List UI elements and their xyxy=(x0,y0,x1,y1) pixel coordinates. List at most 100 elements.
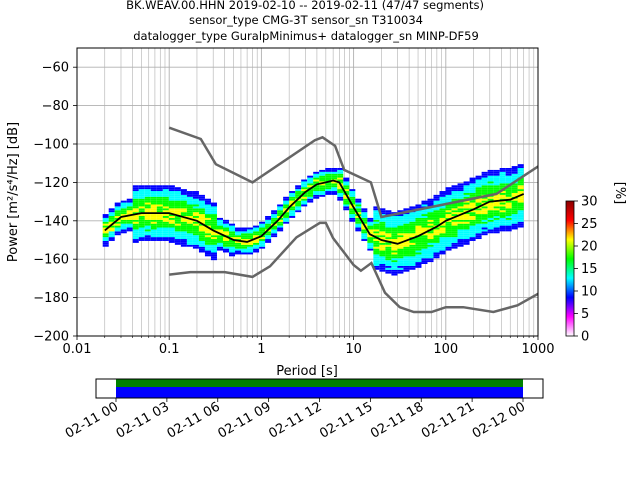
heatmap-cell xyxy=(222,225,230,228)
heatmap-cell xyxy=(433,210,440,213)
heatmap-cell xyxy=(168,185,175,188)
heatmap-cell xyxy=(150,198,157,201)
heatmap-cell xyxy=(445,233,452,236)
heatmap-cell xyxy=(421,258,428,261)
heatmap-cell xyxy=(126,208,133,211)
heatmap-cell xyxy=(403,269,410,272)
heatmap-cell xyxy=(433,240,440,243)
heatmap-cell xyxy=(229,227,236,230)
heatmap-cell xyxy=(331,191,338,193)
heatmap-cell xyxy=(325,173,332,176)
heatmap-cell xyxy=(271,227,278,230)
heatmap-cell xyxy=(397,260,404,263)
heatmap-cell xyxy=(481,192,488,195)
heatmap-cell xyxy=(403,208,410,211)
heatmap-cell xyxy=(349,196,356,199)
heatmap-cell xyxy=(487,229,494,232)
heatmap-cell xyxy=(325,187,332,190)
heatmap-cell xyxy=(283,217,290,220)
heatmap-cell xyxy=(481,206,488,209)
heatmap-cell xyxy=(144,229,151,232)
heatmap-cell xyxy=(427,200,434,203)
heatmap-cell xyxy=(391,231,398,234)
x-tick-label: 0.1 xyxy=(159,342,180,357)
heatmap-cell xyxy=(421,262,428,264)
heatmap-cell xyxy=(174,219,181,222)
heatmap-cell xyxy=(126,223,133,226)
heatmap-cell xyxy=(517,185,524,188)
heatmap-cell xyxy=(409,254,416,257)
heatmap-cell xyxy=(138,196,145,199)
heatmap-cell xyxy=(403,250,410,253)
heatmap-cell xyxy=(247,246,254,249)
heatmap-cell xyxy=(391,273,398,276)
heatmap-cell xyxy=(222,223,230,226)
heatmap-cell xyxy=(301,185,308,188)
heatmap-cell xyxy=(499,181,506,184)
heatmap-cell xyxy=(403,254,410,257)
heatmap-cell xyxy=(174,235,181,238)
heatmap-cell xyxy=(463,200,470,203)
heatmap-cell xyxy=(180,242,187,245)
heatmap-cell xyxy=(379,214,386,216)
heatmap-cell xyxy=(192,237,199,240)
heatmap-cell xyxy=(331,183,338,186)
heatmap-cell xyxy=(313,189,320,192)
heatmap-cell xyxy=(505,206,512,209)
heatmap-cell xyxy=(283,216,290,218)
heatmap-cell xyxy=(204,235,211,238)
heatmap-cell xyxy=(192,229,199,232)
heatmap-cell xyxy=(222,240,230,243)
heatmap-cell xyxy=(319,175,326,178)
heatmap-cell xyxy=(192,216,199,218)
heatmap-cell xyxy=(505,200,512,203)
heatmap-cell xyxy=(138,210,145,213)
heatmap-cell xyxy=(397,267,404,270)
heatmap-cell xyxy=(204,198,211,201)
heatmap-cell xyxy=(126,216,133,218)
heatmap-cell xyxy=(517,206,524,209)
heatmap-cell xyxy=(229,252,236,255)
heatmap-cell xyxy=(451,191,458,193)
heatmap-cell xyxy=(192,212,199,215)
heatmap-cell xyxy=(144,219,151,222)
heatmap-cell xyxy=(385,252,392,255)
heatmap-cell xyxy=(463,192,470,195)
heatmap-cell xyxy=(397,225,404,228)
heatmap-cell xyxy=(174,212,181,215)
heatmap-cell xyxy=(439,235,446,238)
heatmap-cell xyxy=(487,187,494,190)
colorbar-tick-label: 20 xyxy=(581,240,598,255)
heatmap-cell xyxy=(421,240,428,243)
heatmap-cell xyxy=(337,194,344,197)
heatmap-cell xyxy=(397,237,404,240)
heatmap-cell xyxy=(253,227,260,230)
heatmap-cell xyxy=(120,212,127,215)
heatmap-cell xyxy=(379,221,386,224)
heatmap-cell xyxy=(481,196,488,199)
heatmap-cell xyxy=(469,212,476,215)
heatmap-cell xyxy=(493,216,500,218)
heatmap-cell xyxy=(415,221,422,224)
heatmap-cell xyxy=(379,267,386,270)
heatmap-cell xyxy=(355,206,362,209)
heatmap-cell xyxy=(265,233,272,236)
heatmap-cell xyxy=(511,168,518,170)
heatmap-cell xyxy=(427,214,434,216)
heatmap-cell xyxy=(511,187,518,190)
heatmap-cell xyxy=(265,237,272,240)
heatmap-cell xyxy=(373,206,380,209)
heatmap-cell xyxy=(150,189,157,192)
heatmap-cell xyxy=(210,258,217,261)
heatmap-cell xyxy=(517,221,524,224)
heatmap-cell xyxy=(198,250,205,253)
heatmap-cell xyxy=(210,254,217,257)
heatmap-cell xyxy=(120,223,127,226)
heatmap-cell xyxy=(385,235,392,238)
heatmap-cell xyxy=(319,189,326,192)
heatmap-cell xyxy=(180,206,187,209)
heatmap-cell xyxy=(192,225,199,228)
heatmap-cell xyxy=(156,204,163,207)
heatmap-cell xyxy=(391,225,398,228)
heatmap-cell xyxy=(216,227,223,230)
